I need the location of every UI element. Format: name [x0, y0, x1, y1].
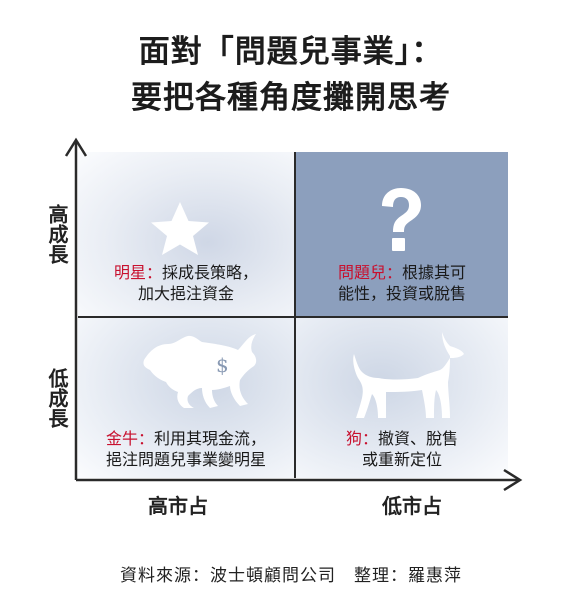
quadrant-question-name: 問題兒： [337, 263, 402, 282]
quadrant-cow-name: 金牛： [105, 429, 154, 448]
vertical-divider [294, 152, 296, 478]
x-axis-label-low: 低市占 [382, 494, 442, 518]
quadrant-cow-line2: 挹注問題兒事業變明星 [105, 450, 266, 469]
quadrant-cow-line1: 金牛：利用其現金流， [78, 428, 294, 449]
quadrant-question-desc: 根據其可 [402, 263, 467, 282]
quadrant-dog-line2: 或重新定位 [361, 450, 442, 469]
title-line-2: 要把各種角度攤開思考 [131, 80, 451, 116]
quadrant-star-line1: 明星：採成長策略， [78, 262, 294, 283]
horizontal-divider [78, 316, 508, 318]
bull-icon: $ [143, 334, 257, 408]
x-axis-label-high: 高市占 [148, 494, 208, 518]
quadrant-dog-line1: 狗：撤資、脫售 [296, 428, 508, 449]
title-line-1: 面對「問題兒事業」： [138, 34, 444, 70]
dollar-sign: $ [216, 353, 229, 377]
quadrant-cow-text: 金牛：利用其現金流， 挹注問題兒事業變明星 [78, 428, 294, 470]
quadrant-question [296, 152, 508, 316]
quadrant-cow-desc: 利用其現金流， [154, 429, 267, 448]
quadrant-question-text: 問題兒：根據其可 能性，投資或脫售 [296, 262, 508, 304]
y-axis-label-low: 低成長 [45, 368, 69, 428]
question-mark-icon [382, 188, 421, 251]
quadrant-question-line2: 能性，投資或脫售 [337, 284, 466, 303]
y-axis-arrow-icon [64, 137, 88, 157]
quadrant-dog [296, 318, 508, 478]
quadrant-star-desc: 採成長策略， [162, 263, 259, 282]
quadrant-dog-text: 狗：撤資、脫售 或重新定位 [296, 428, 508, 470]
quadrant-star-name: 明星： [113, 263, 162, 282]
source-credit: 資料來源：波士頓顧問公司 整理：羅惠萍 [120, 566, 462, 586]
quadrant-question-line1: 問題兒：根據其可 [296, 262, 508, 283]
x-axis-arrow-icon [503, 468, 523, 492]
quadrant-star-text: 明星：採成長策略， 加大挹注資金 [78, 262, 294, 304]
star-icon [151, 202, 209, 255]
y-axis-label-high: 高成長 [45, 204, 69, 264]
dog-icon [353, 332, 464, 418]
quadrant-star-line2: 加大挹注資金 [137, 284, 234, 303]
quadrant-dog-name: 狗： [345, 429, 378, 448]
quadrant-dog-desc: 撤資、脫售 [378, 429, 459, 448]
